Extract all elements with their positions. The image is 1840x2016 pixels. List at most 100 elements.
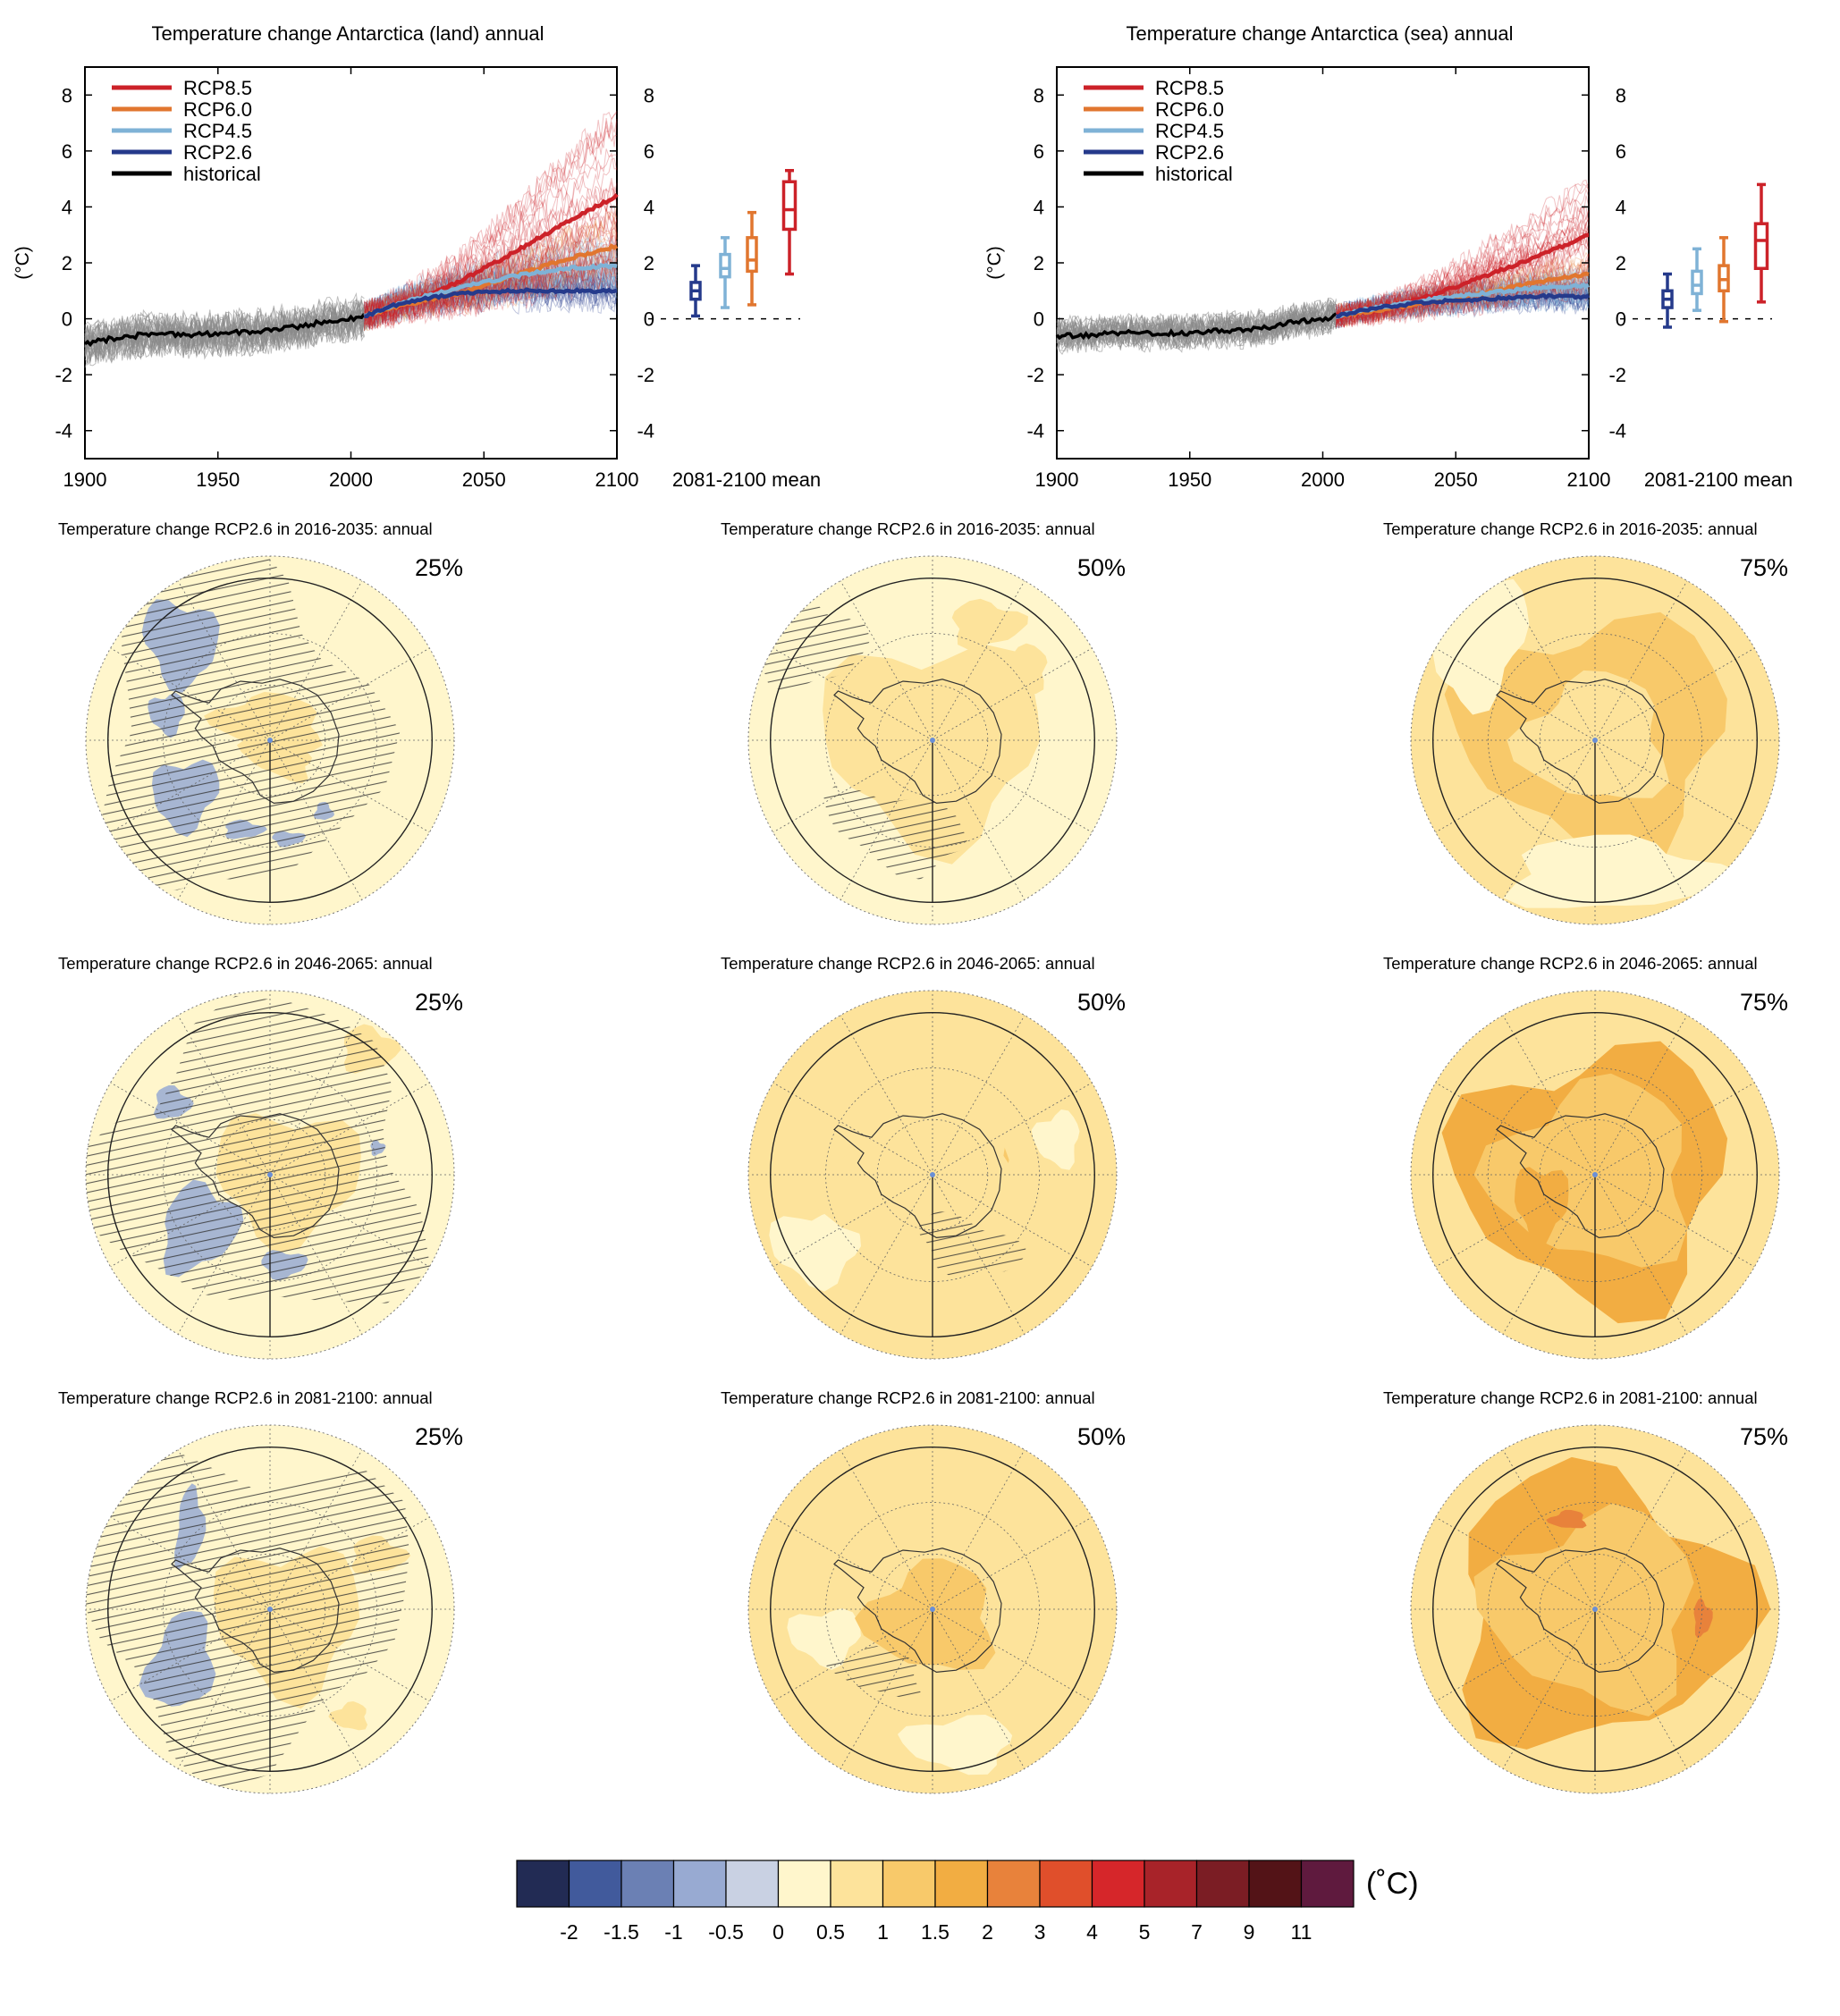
y-tick-label: 8 (1034, 84, 1044, 106)
colorbar-label: 0 (772, 1920, 784, 1944)
y-tick-label: 6 (62, 140, 72, 163)
ensemble-line-rcp45 (1335, 266, 1590, 326)
y-tick-label-right: 6 (1616, 140, 1626, 163)
map-title: Temperature change RCP2.6 in 2081-2100: … (58, 1388, 433, 1407)
colorbar-label: -2 (560, 1920, 578, 1944)
south-pole-marker (267, 1607, 273, 1612)
map-title: Temperature change RCP2.6 in 2046-2065: … (58, 954, 433, 973)
ts-panel-sea: Temperature change Antarctica (sea) annu… (984, 22, 1793, 491)
ensemble-line-rcp60 (363, 216, 618, 328)
meridian (932, 1608, 1026, 1769)
temp-field (814, 1075, 1039, 1256)
mean-lines (1055, 232, 1591, 341)
meridian (1502, 1449, 1596, 1610)
y-axis-label: (°C) (13, 246, 33, 280)
antarctica-coastline (1496, 1113, 1665, 1239)
meridian (177, 1608, 271, 1769)
map-percentile: 75% (1740, 554, 1788, 581)
colorbar-label: 3 (1034, 1920, 1046, 1944)
polar-map (85, 990, 455, 1360)
temp-field (1507, 670, 1670, 798)
south-pole-marker (930, 1172, 935, 1177)
polar-maps (85, 555, 1780, 1794)
ensemble-line-rcp45 (363, 255, 618, 325)
polar-map (1410, 1424, 1780, 1794)
map-percentile: 25% (415, 989, 463, 1016)
ensemble-line-rcp85 (363, 110, 618, 325)
colorbar-cell (516, 1860, 570, 1908)
map-title: Temperature change RCP2.6 in 2046-2065: … (721, 954, 1095, 973)
ensemble-line-rcp85 (363, 227, 618, 329)
meridian (932, 739, 1093, 833)
meridian (772, 1174, 933, 1268)
colorbar-cell (1300, 1860, 1355, 1908)
meridian (840, 739, 933, 900)
x-tick-label: 1900 (63, 468, 107, 491)
meridian (1594, 1082, 1755, 1176)
ensemble-line-rcp60 (363, 230, 618, 332)
colorbar-cell (1039, 1860, 1093, 1908)
meridian (269, 1516, 430, 1610)
series-line (1055, 312, 1338, 341)
colorbar-cell (725, 1860, 780, 1908)
south-pole-marker (1592, 1172, 1598, 1177)
map-fields (86, 991, 454, 1359)
meridian (932, 1608, 1093, 1702)
map-title: Temperature change RCP2.6 in 2016-2035: … (1383, 519, 1758, 538)
map-percentile: 50% (1077, 554, 1126, 581)
meridian (177, 580, 271, 741)
meridian (110, 1608, 271, 1702)
colorbar-label: -1.5 (603, 1920, 639, 1944)
x-tick-label: 1900 (1035, 468, 1079, 491)
ensemble-line-rcp85 (1336, 237, 1590, 327)
meridian (269, 1174, 430, 1268)
polar-map (85, 555, 455, 925)
temp-field (990, 643, 1048, 695)
south-pole-marker (267, 1172, 273, 1177)
ensemble-line-rcp45 (1335, 271, 1590, 327)
temp-field (898, 1715, 1013, 1776)
y-tick-label-right: -2 (637, 364, 654, 386)
ensemble-line-rcp45 (363, 235, 618, 323)
map-percentile: 25% (415, 1423, 463, 1450)
ensemble-line-rcp85 (364, 251, 618, 325)
y-tick-label: 2 (1034, 252, 1044, 274)
meridian (1594, 1174, 1688, 1335)
y-tick-label-right: 2 (1616, 252, 1626, 274)
meridian (110, 1516, 271, 1610)
meridian (1594, 1449, 1688, 1610)
x-tick-label: 2000 (329, 468, 373, 491)
ensemble-line-rcp85 (1336, 218, 1590, 325)
ensemble-line-rcp85 (363, 210, 618, 327)
ensemble-line-rcp85 (363, 118, 618, 331)
meridian (932, 1174, 1093, 1268)
meridian (269, 1608, 363, 1769)
meridian (840, 580, 933, 741)
colorbar-label: 9 (1244, 1920, 1255, 1944)
colorbar-label: 5 (1139, 1920, 1151, 1944)
temp-field (769, 1210, 861, 1292)
map-percentile: 25% (415, 554, 463, 581)
polar-map (1410, 990, 1780, 1360)
colorbar-cell (620, 1860, 675, 1908)
temp-field (951, 598, 1028, 650)
meridian (1435, 1516, 1596, 1610)
meridian (269, 1608, 430, 1702)
legend-label: RCP4.5 (1155, 120, 1224, 142)
colorbar-label: 1 (877, 1920, 889, 1944)
polar-map (747, 555, 1118, 925)
meridian (932, 1082, 1093, 1176)
meridian (1594, 1015, 1688, 1176)
hatching-area (86, 1448, 409, 1793)
ensemble-line-rcp60 (1335, 254, 1590, 329)
map-edge (85, 1424, 455, 1794)
meridian (1502, 1015, 1596, 1176)
y-tick-label: -2 (55, 364, 72, 386)
ensemble-line-rcp26 (363, 276, 618, 331)
ensemble-line-rcp85 (363, 186, 618, 329)
ensemble-line-rcp45 (364, 249, 618, 319)
temp-field (1514, 1167, 1569, 1247)
meridian (1435, 1174, 1596, 1268)
temp-field (1546, 1509, 1587, 1529)
